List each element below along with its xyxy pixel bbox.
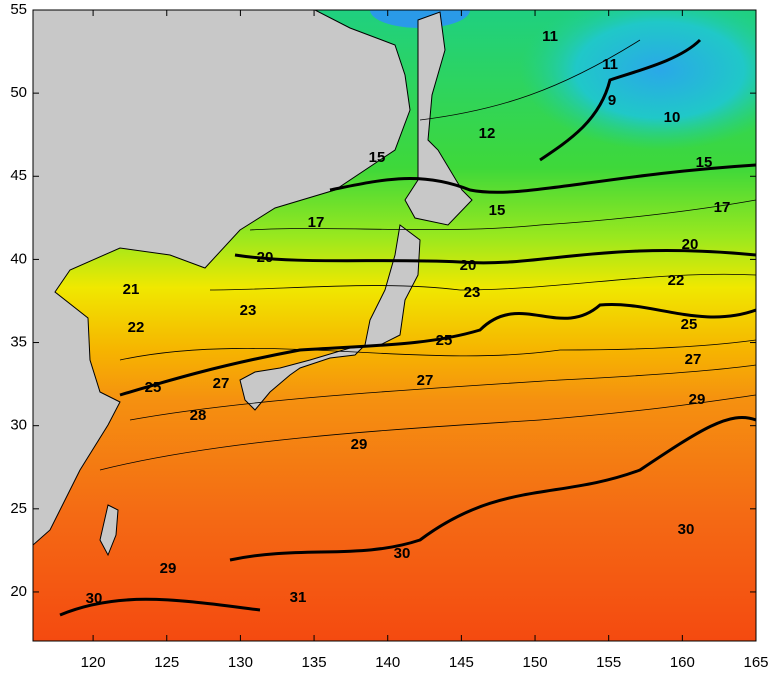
map-body: 11 11 9 10 12 15 15 15 17 17 20 20 20 21 22 22 23 23 25 25 2… bbox=[33, 10, 756, 641]
contour-label: 17 bbox=[714, 199, 731, 216]
x-tick-label: 125 bbox=[154, 654, 179, 671]
contour-label: 15 bbox=[369, 149, 386, 166]
contour-label: 17 bbox=[308, 214, 325, 231]
thin-contours bbox=[99, 39, 756, 471]
contours bbox=[59, 38, 756, 617]
x-tick-label: 145 bbox=[449, 654, 474, 671]
contour-label: 15 bbox=[489, 202, 506, 219]
contour-label: 20 bbox=[682, 236, 699, 253]
y-tick-label: 25 bbox=[10, 500, 27, 517]
x-tick-label: 150 bbox=[523, 654, 548, 671]
contour-label: 22 bbox=[128, 319, 145, 336]
land bbox=[239, 224, 421, 411]
y-tick-label: 45 bbox=[10, 167, 27, 184]
y-tick-label: 40 bbox=[10, 250, 27, 267]
y-tick-label: 30 bbox=[10, 417, 27, 434]
contour-label: 11 bbox=[542, 28, 558, 45]
contour-label: 25 bbox=[681, 316, 698, 333]
x-tick-label: 160 bbox=[670, 654, 695, 671]
contour-label: 30 bbox=[86, 590, 103, 607]
contour-label: 25 bbox=[145, 379, 162, 396]
contour-label: 31 bbox=[290, 589, 307, 606]
contour-label: 20 bbox=[460, 257, 477, 274]
x-tick-label: 130 bbox=[228, 654, 253, 671]
x-tick-label: 165 bbox=[743, 654, 768, 671]
contour-label: 30 bbox=[678, 521, 695, 538]
contour-label: 30 bbox=[394, 545, 411, 562]
contour-label: 22 bbox=[668, 272, 685, 289]
x-tick-label: 155 bbox=[596, 654, 621, 671]
contour-label: 11 bbox=[602, 56, 618, 73]
contour-label: 29 bbox=[689, 391, 706, 408]
y-tick-label: 35 bbox=[10, 334, 27, 351]
contour-label: 10 bbox=[664, 109, 681, 126]
cold-water bbox=[520, 10, 756, 150]
contour-label: 27 bbox=[213, 375, 230, 392]
contour-label: 20 bbox=[257, 249, 274, 266]
contour-label: 9 bbox=[608, 92, 616, 109]
contour-label: 25 bbox=[436, 332, 453, 349]
land bbox=[404, 11, 473, 226]
land bbox=[99, 504, 119, 557]
contour-label: 27 bbox=[417, 372, 434, 389]
contour-label: 28 bbox=[190, 407, 207, 424]
frame bbox=[32, 9, 757, 642]
contour-label: 15 bbox=[696, 154, 713, 171]
x-tick-label: 140 bbox=[375, 654, 400, 671]
contour-label: 29 bbox=[351, 436, 368, 453]
y-tick-label: 50 bbox=[10, 84, 27, 101]
contour-label: 21 bbox=[123, 281, 140, 298]
contour-label: 23 bbox=[464, 284, 481, 301]
contour-label: 27 bbox=[685, 351, 702, 368]
contour-label: 23 bbox=[240, 302, 257, 319]
contour-label: 12 bbox=[479, 125, 496, 142]
x-tick-label: 120 bbox=[81, 654, 106, 671]
y-tick-label: 20 bbox=[10, 583, 27, 600]
land bbox=[33, 10, 411, 546]
contour-label: 29 bbox=[160, 560, 177, 577]
y-tick-label: 55 bbox=[10, 1, 27, 18]
x-tick-label: 135 bbox=[302, 654, 327, 671]
